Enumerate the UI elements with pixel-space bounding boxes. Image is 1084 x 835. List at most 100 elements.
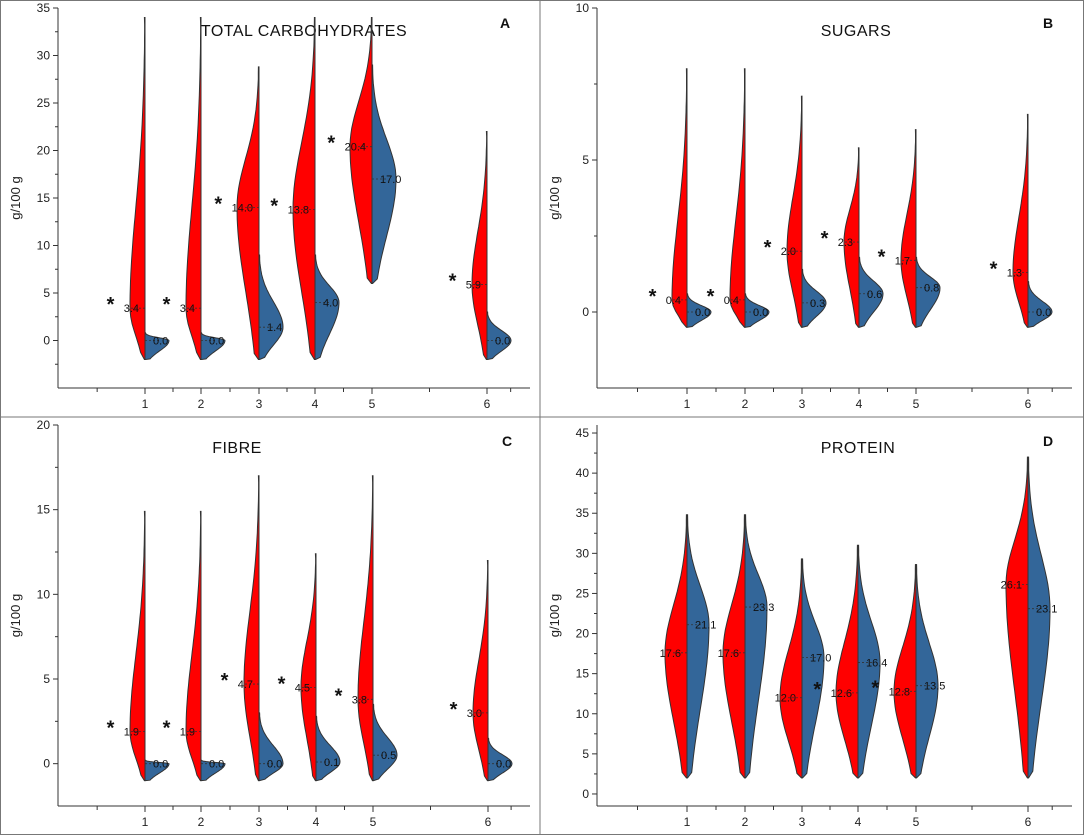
median-label-right: 0.3 — [810, 298, 825, 310]
y-tick-label: 5 — [43, 286, 50, 300]
significance-star: * — [764, 237, 772, 259]
violin-5: 1.7 * 0.8 — [878, 129, 941, 328]
y-tick-label: 30 — [37, 49, 51, 63]
median-label-right: 17.0 — [810, 653, 831, 665]
violin-2: 17.6 23.3 — [718, 514, 774, 779]
panel-c: 0 5 10 15 20 g/100 g 1 2 3 4 5 6 FIBRE C 1.9 * 0.0 1.9 * 0.… — [8, 418, 530, 829]
violin-2: 3.4 * 0.0 — [163, 17, 226, 360]
y-tick-label: 35 — [37, 1, 51, 15]
violin-5: 20.4 * 17.0 — [327, 17, 401, 284]
y-tick-label: 25 — [37, 96, 51, 110]
x-tick-label: 5 — [370, 815, 377, 829]
violin-6: 1.3 * 0.0 — [990, 113, 1053, 328]
median-label-left: 3.4 — [180, 303, 195, 315]
median-label-right: 0.6 — [867, 289, 882, 301]
panel-title: SUGARS — [821, 23, 892, 40]
x-tick-label: 1 — [684, 815, 691, 829]
x-tick-label: 4 — [855, 815, 862, 829]
significance-star: * — [163, 717, 171, 739]
median-label-right: 13.5 — [924, 681, 945, 693]
violin-right-half — [1027, 456, 1051, 779]
median-label-left: 3.4 — [124, 303, 139, 315]
median-label-left: 1.9 — [124, 726, 139, 738]
median-label-right: 0.0 — [495, 336, 510, 348]
median-label-right: 0.0 — [153, 336, 168, 348]
violin-right-half — [144, 332, 170, 360]
panel-letter: A — [500, 15, 510, 31]
x-tick-label: 3 — [256, 397, 263, 411]
violin-left-half — [236, 66, 260, 360]
significance-star: * — [878, 246, 886, 268]
violin-right-half — [200, 332, 226, 360]
median-label-right: 0.0 — [153, 759, 168, 771]
panel-title: TOTAL CARBOHYDRATES — [201, 23, 407, 40]
significance-star: * — [214, 194, 222, 216]
y-tick-label: 5 — [582, 153, 589, 167]
y-tick-label: 0 — [43, 334, 50, 348]
median-label-right: 0.1 — [324, 757, 339, 769]
x-tick-label: 5 — [913, 397, 920, 411]
violin-left-half — [843, 147, 860, 328]
violin-left-half — [349, 17, 373, 284]
median-label-right: 16.4 — [866, 657, 887, 669]
x-tick-label: 6 — [484, 397, 491, 411]
x-tick-label: 1 — [684, 397, 691, 411]
violin-right-half — [315, 715, 341, 782]
violin-left-half — [129, 17, 146, 360]
significance-star: * — [813, 679, 821, 701]
median-label-right: 21.1 — [695, 620, 716, 632]
violin-4: 2.3 * 0.6 — [821, 147, 884, 328]
violin-right-half — [1027, 281, 1053, 328]
median-label-right: 0.0 — [267, 759, 282, 771]
y-tick-label: 10 — [37, 239, 51, 253]
violin-4: 12.6 * 16.4 — [813, 544, 887, 779]
significance-star: * — [335, 685, 343, 707]
violin-left-half — [664, 514, 688, 779]
y-tick-label: 10 — [576, 707, 590, 721]
x-tick-label: 6 — [1025, 397, 1032, 411]
significance-star: * — [107, 717, 115, 739]
median-label-left: 2.0 — [781, 246, 796, 258]
violin-right-half — [487, 737, 513, 782]
panel-letter: D — [1043, 433, 1053, 449]
violin-right-half — [801, 558, 825, 779]
x-tick-label: 4 — [312, 397, 319, 411]
median-label-right: 0.0 — [209, 336, 224, 348]
median-label-left: 0.4 — [724, 295, 739, 307]
significance-star: * — [221, 670, 229, 692]
median-label-left: 17.6 — [660, 648, 681, 660]
violin-right-half — [258, 254, 284, 360]
x-tick-label: 4 — [856, 397, 863, 411]
x-tick-label: 6 — [485, 815, 492, 829]
violin-4: 13.8 * 4.0 — [270, 17, 340, 360]
violin-left-half — [835, 544, 859, 779]
violin-left-half — [900, 129, 917, 328]
violin-right-half — [486, 311, 512, 360]
median-label-left: 5.9 — [466, 279, 481, 291]
y-tick-label: 0 — [43, 757, 50, 771]
median-label-left: 1.7 — [895, 255, 910, 267]
violin-right-half — [314, 254, 340, 360]
y-tick-label: 15 — [37, 503, 51, 517]
x-tick-label: 3 — [256, 815, 263, 829]
x-tick-label: 3 — [799, 815, 806, 829]
x-tick-label: 5 — [369, 397, 376, 411]
significance-star: * — [449, 270, 457, 292]
violin-left-half — [786, 95, 803, 328]
violin-left-half — [471, 131, 488, 360]
median-label-right: 0.8 — [924, 283, 939, 295]
panel-title: PROTEIN — [821, 440, 896, 457]
x-tick-label: 2 — [198, 815, 205, 829]
median-label-left: 2.3 — [838, 237, 853, 249]
violin-right-half — [686, 514, 710, 779]
significance-star: * — [107, 294, 115, 316]
median-label-left: 1.3 — [1007, 267, 1022, 279]
violin-left-half — [472, 559, 489, 782]
violin-3: 12.0 17.0 — [775, 558, 831, 779]
violin-right-half — [858, 256, 884, 328]
median-label-left: 12.8 — [889, 686, 910, 698]
violin-right-half — [801, 268, 827, 328]
